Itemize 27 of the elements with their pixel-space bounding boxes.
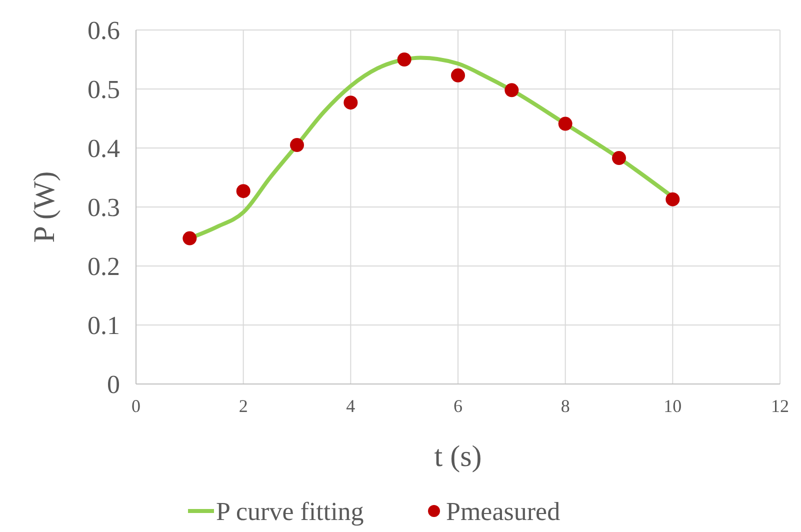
legend-label: P curve fitting	[216, 497, 364, 526]
point	[397, 52, 412, 66]
point	[236, 184, 250, 198]
y-tick-label: 0.6	[88, 16, 120, 45]
point	[451, 68, 465, 82]
x-tick-label: 10	[664, 396, 682, 416]
x-axis-title: t (s)	[434, 440, 482, 473]
y-tick-label: 0.4	[88, 134, 120, 163]
x-tick-label: 0	[132, 396, 140, 416]
point	[290, 138, 304, 152]
point	[666, 192, 680, 206]
y-tick-label: 0.2	[88, 252, 120, 281]
y-tick-label: 0.1	[88, 311, 120, 340]
legend-label: Pmeasured	[446, 497, 560, 526]
point	[612, 151, 626, 166]
point	[182, 231, 197, 246]
x-tick-label: 6	[454, 396, 462, 416]
point	[344, 96, 358, 110]
x-tick-label: 8	[560, 396, 570, 416]
y-tick-label: 0.3	[88, 193, 120, 222]
point	[504, 83, 519, 98]
x-tick-label: 12	[771, 396, 789, 416]
y-axis-title: P (W)	[28, 171, 61, 243]
y-tick-label: 0.5	[88, 75, 120, 104]
point	[558, 116, 572, 131]
x-tick-label: 2	[238, 396, 248, 416]
x-tick-label: 4	[346, 396, 356, 416]
